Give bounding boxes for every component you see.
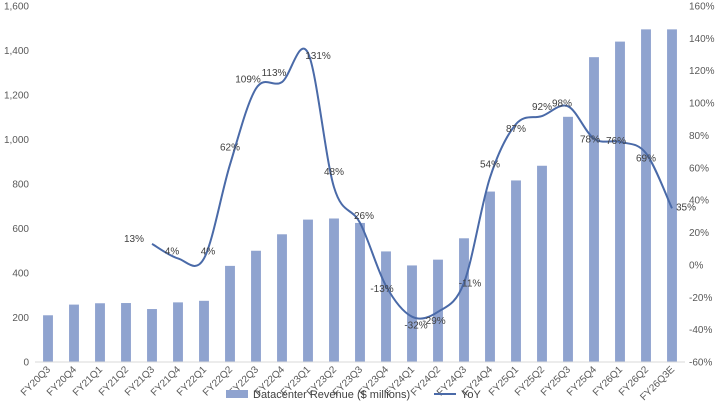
bar bbox=[225, 265, 235, 362]
left-tick-label: 1,000 bbox=[4, 135, 29, 146]
yoy-data-label: -11% bbox=[459, 279, 482, 290]
bar-series bbox=[43, 29, 677, 363]
right-tick-label: -60% bbox=[689, 358, 712, 369]
yoy-data-label: 78% bbox=[580, 135, 600, 146]
bar bbox=[43, 315, 53, 362]
bar bbox=[251, 250, 261, 362]
right-tick-label: -20% bbox=[689, 293, 712, 304]
left-tick-label: 200 bbox=[12, 313, 29, 324]
right-tick-label: -40% bbox=[689, 325, 712, 336]
yoy-data-label: 92% bbox=[532, 102, 552, 113]
bar bbox=[459, 238, 469, 362]
bar bbox=[199, 300, 209, 362]
bar bbox=[641, 29, 651, 363]
legend-label-bar: Datacenter Revenue ($ millions) bbox=[253, 389, 410, 401]
left-tick-label: 400 bbox=[12, 269, 29, 280]
left-tick-label: 1,400 bbox=[4, 46, 29, 57]
bar bbox=[563, 116, 573, 363]
left-tick-label: 1,600 bbox=[4, 2, 29, 13]
yoy-data-label: 113% bbox=[262, 68, 287, 79]
yoy-data-label: 109% bbox=[235, 75, 261, 86]
left-tick-label: 600 bbox=[12, 224, 29, 235]
yoy-data-label: 69% bbox=[636, 153, 656, 164]
right-tick-label: 160% bbox=[689, 2, 715, 13]
yoy-data-label: 54% bbox=[480, 160, 500, 171]
right-axis: -60% -40% -20% 0% 20% 40% 60% 80% 100% 120% 140% 16… bbox=[689, 2, 715, 369]
bar bbox=[147, 309, 157, 362]
right-tick-label: 140% bbox=[689, 34, 715, 45]
right-tick-label: 80% bbox=[689, 131, 709, 142]
yoy-data-label: 13% bbox=[124, 234, 144, 245]
bar bbox=[511, 180, 521, 362]
yoy-data-label: 4% bbox=[201, 246, 216, 257]
yoy-data-label: 26% bbox=[354, 211, 374, 222]
yoy-data-label: 98% bbox=[552, 98, 572, 109]
left-tick-label: 800 bbox=[12, 180, 29, 191]
yoy-data-label: 48% bbox=[324, 167, 344, 178]
right-tick-label: 40% bbox=[689, 196, 709, 207]
bar bbox=[381, 251, 391, 362]
bar bbox=[95, 303, 105, 362]
yoy-data-label: -13% bbox=[370, 284, 393, 295]
yoy-data-label: 76% bbox=[606, 136, 626, 147]
yoy-line bbox=[151, 47, 673, 320]
bar bbox=[277, 234, 287, 362]
right-tick-label: 20% bbox=[689, 228, 709, 239]
bar bbox=[355, 222, 365, 362]
line-data-labels: 13% 4% 4% 62% 109%113% 131% 48% 26% -13% -32%-29%… bbox=[124, 51, 696, 332]
bar bbox=[485, 191, 495, 362]
bar bbox=[407, 265, 417, 362]
yoy-data-label: 4% bbox=[165, 246, 180, 257]
legend: Datacenter Revenue ($ millions) YoY bbox=[226, 389, 481, 401]
bar bbox=[537, 165, 547, 362]
bar bbox=[303, 219, 313, 362]
left-tick-label: 0 bbox=[23, 358, 29, 369]
line-series bbox=[151, 47, 673, 320]
bar bbox=[667, 29, 677, 363]
bar bbox=[589, 57, 599, 363]
bar bbox=[121, 303, 131, 362]
bar bbox=[615, 41, 625, 362]
right-tick-label: 120% bbox=[689, 66, 715, 77]
yoy-data-label: -32% bbox=[404, 321, 427, 332]
legend-swatch-bar bbox=[226, 390, 248, 398]
yoy-data-label: -29% bbox=[422, 316, 445, 327]
right-tick-label: 100% bbox=[689, 99, 715, 110]
left-tick-label: 1,200 bbox=[4, 91, 29, 102]
yoy-data-label: 35% bbox=[676, 202, 696, 213]
right-tick-label: 0% bbox=[689, 260, 704, 271]
yoy-data-label: 62% bbox=[220, 143, 240, 154]
bar bbox=[69, 304, 79, 362]
yoy-data-label: 131% bbox=[305, 51, 331, 62]
right-tick-label: 60% bbox=[689, 163, 709, 174]
legend-label-line: YoY bbox=[461, 389, 481, 401]
yoy-data-label: 87% bbox=[506, 124, 526, 135]
bar bbox=[173, 302, 183, 362]
bar bbox=[329, 218, 339, 362]
left-axis: 0 200 400 600 800 1,000 1,200 1,400 1,600 bbox=[4, 2, 29, 369]
